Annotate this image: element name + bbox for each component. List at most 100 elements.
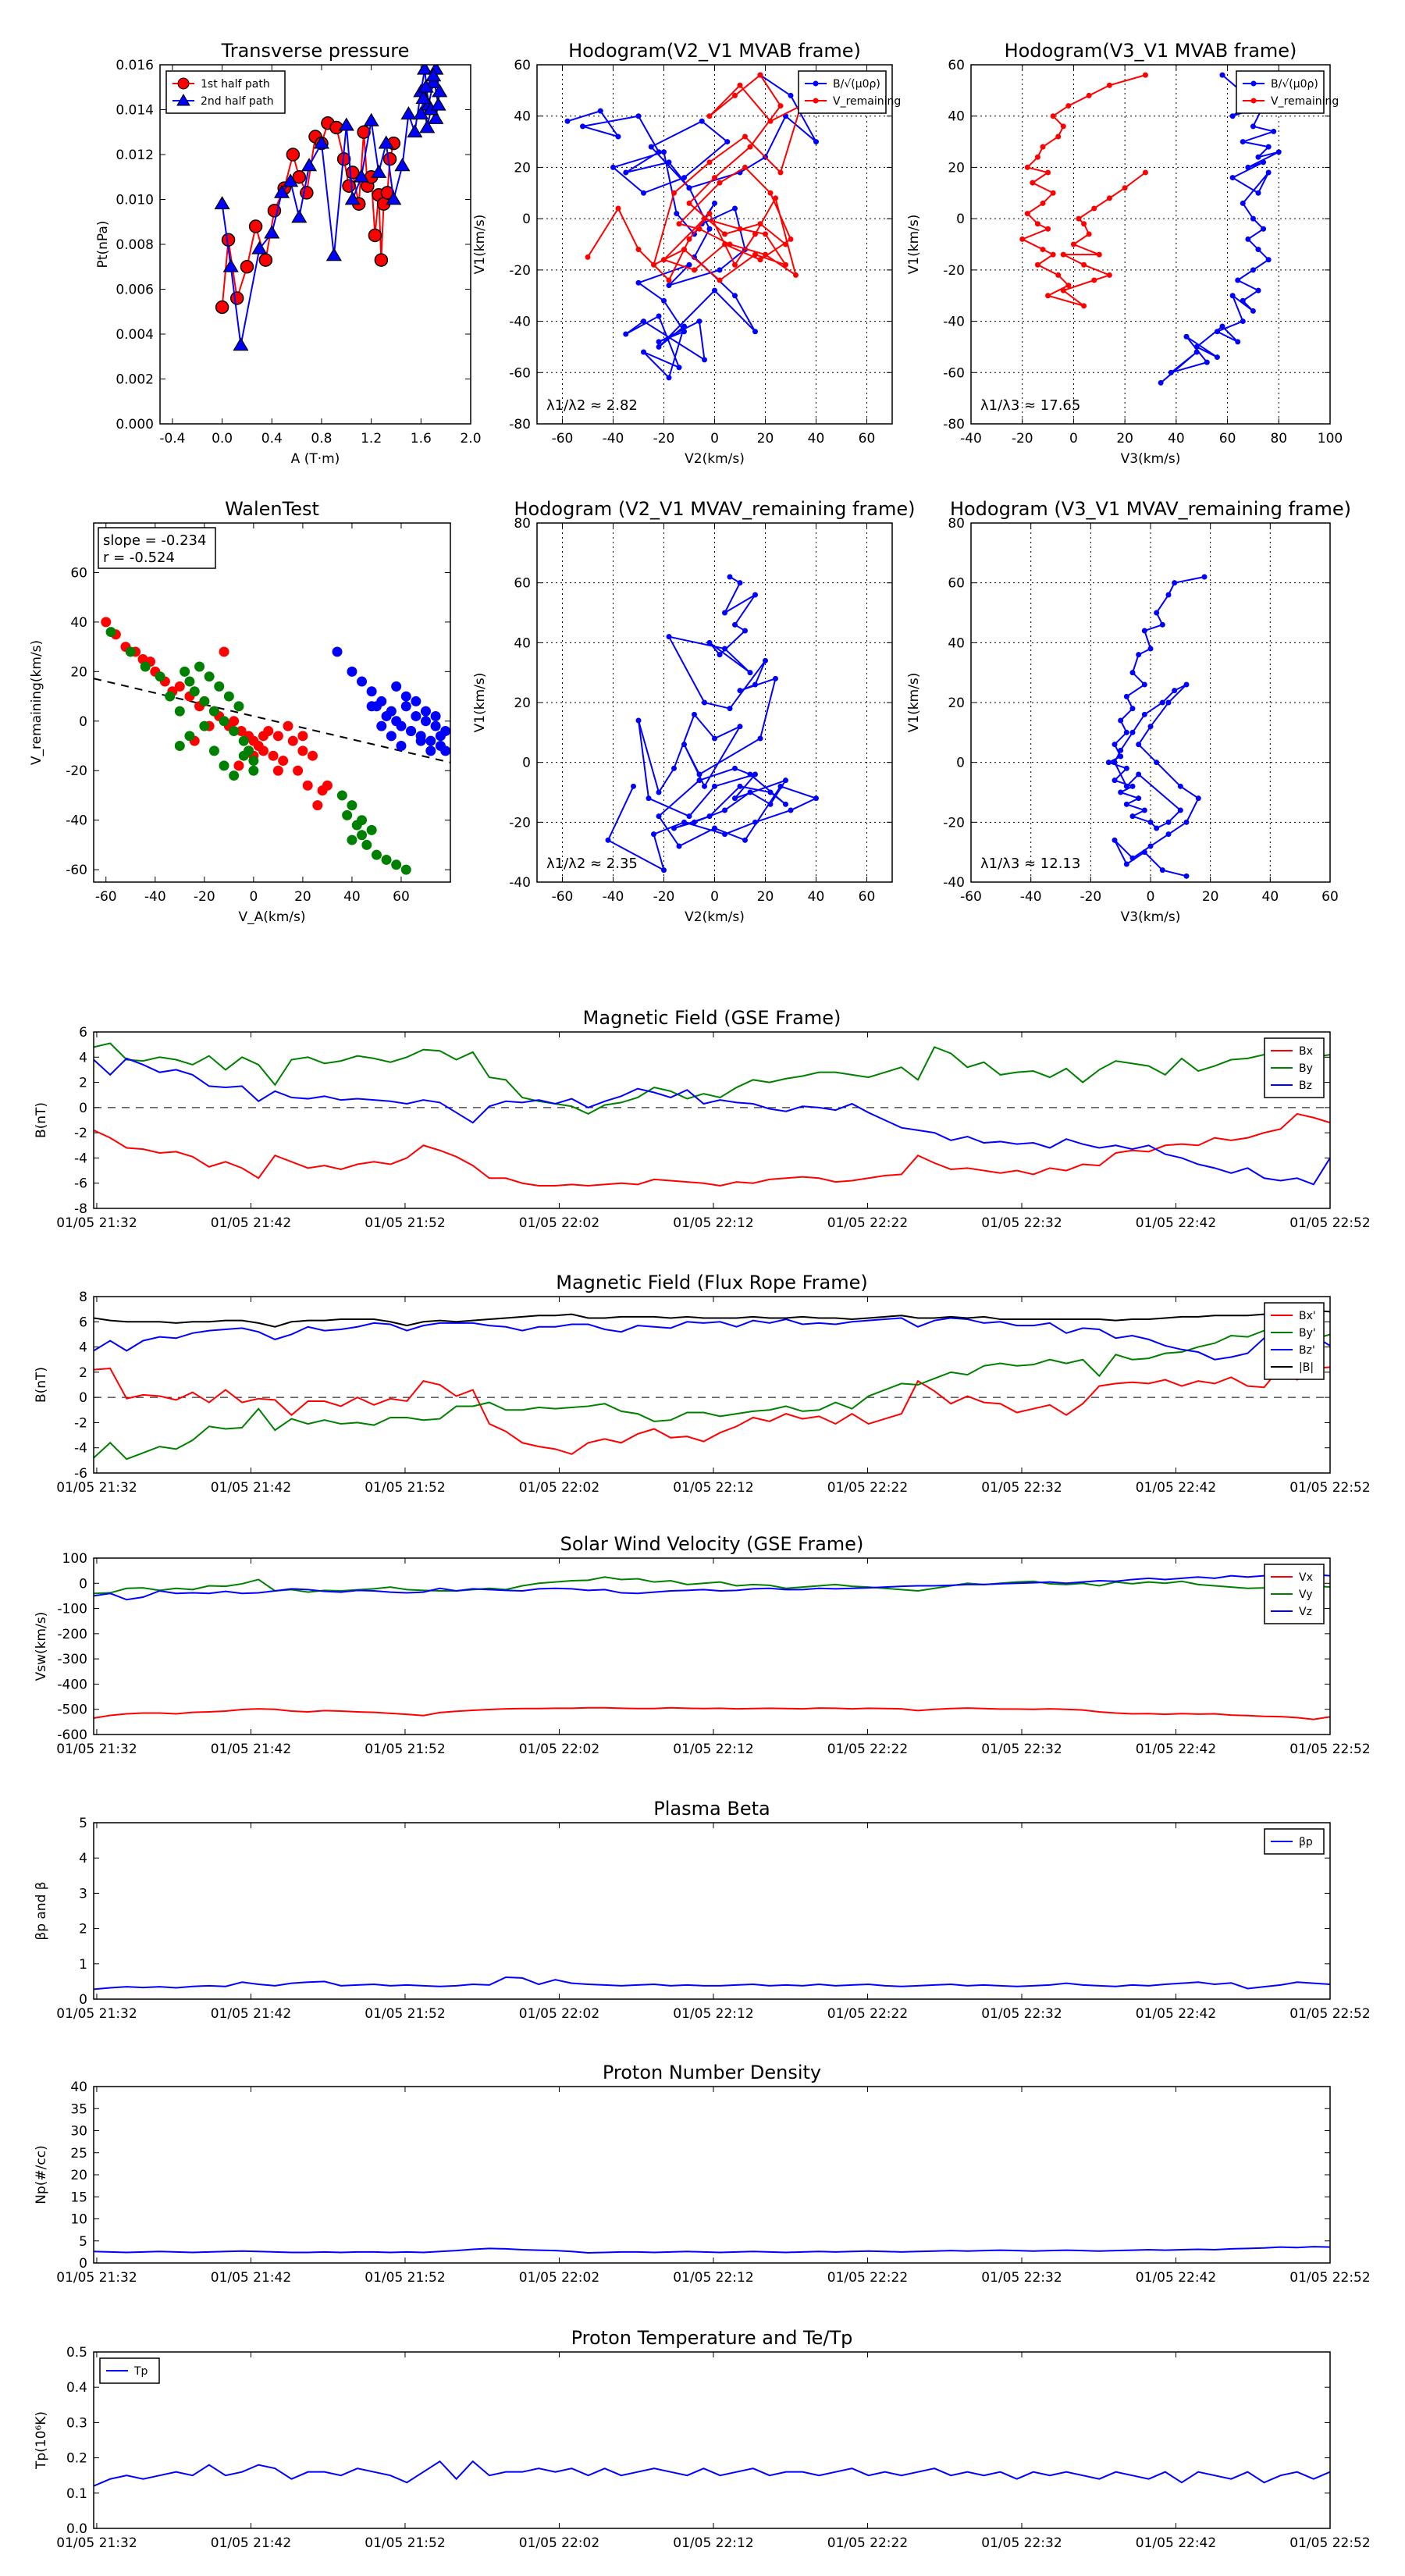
data-point (767, 789, 774, 795)
data-point (1019, 236, 1026, 242)
data-point (1261, 159, 1267, 165)
chart-title: Proton Number Density (603, 2062, 821, 2083)
data-point (727, 241, 733, 247)
plot-frame (93, 522, 451, 883)
data-point (332, 646, 343, 657)
y-tick-label: 80 (948, 516, 965, 532)
x-tick-label: 01/05 21:52 (365, 1742, 445, 1757)
x-tick-label: 01/05 22:12 (673, 2270, 753, 2286)
x-tick-label: 0 (710, 889, 719, 905)
data-point (1129, 783, 1136, 789)
data-point (722, 807, 727, 813)
x-tick-label: 01/05 22:02 (519, 2270, 599, 2286)
data-point (681, 329, 687, 335)
series-βp (94, 1976, 1330, 1991)
data-point (1112, 760, 1118, 766)
data-point (308, 750, 318, 761)
data-point (681, 819, 687, 825)
data-point (418, 79, 434, 93)
data-point (712, 175, 717, 181)
y-tick-label: 5 (79, 2234, 87, 2250)
data-point (686, 262, 692, 268)
x-tick-label: -60 (552, 889, 574, 905)
x-tick-label: 01/05 21:42 (211, 1215, 291, 1231)
data-point (1118, 717, 1124, 724)
data-point (272, 731, 283, 742)
y-tick-label: 20 (948, 696, 965, 711)
y-tick-label: -4 (74, 1441, 87, 1457)
y-tick-label: 0.5 (66, 2345, 87, 2361)
plot-area (1019, 72, 1282, 386)
legend-marker (176, 93, 190, 106)
series-line (221, 122, 395, 308)
x-tick-label: -20 (653, 431, 675, 447)
series-Bz' (94, 1317, 1330, 1361)
data-point (635, 113, 642, 119)
legend: Bx' By' Bz' |B| (1264, 1302, 1325, 1380)
y-tick-label: 0 (956, 212, 965, 227)
x-tick-label: 20 (757, 889, 774, 905)
data-point (666, 634, 672, 640)
y-axis-label: Vsw(km/s) (34, 1612, 49, 1681)
data-point (1229, 175, 1236, 181)
data-point (742, 164, 748, 170)
data-point (1112, 837, 1118, 843)
data-point (1250, 308, 1256, 314)
data-point (1154, 825, 1160, 831)
x-tick-label: 01/05 22:32 (981, 2535, 1062, 2551)
x-tick-label: 01/05 21:32 (56, 2006, 137, 2022)
fit-line (94, 678, 450, 763)
y-axis-label: V1(km/s) (472, 673, 488, 733)
data-point (1235, 277, 1241, 283)
data-point (1240, 200, 1246, 206)
legend: Vx Vy Vz (1264, 1564, 1325, 1624)
data-point (1129, 729, 1136, 735)
data-point (1136, 795, 1142, 802)
x-tick-label: 01/05 22:32 (981, 1215, 1062, 1231)
x-tick-label: 60 (1219, 431, 1236, 447)
y-tick-label: -40 (66, 813, 87, 829)
data-point (793, 272, 799, 278)
chart-title: Solar Wind Velocity (GSE Frame) (560, 1533, 864, 1555)
data-point (585, 254, 591, 260)
data-point (712, 735, 717, 742)
legend-label: Vz (1299, 1606, 1312, 1618)
series-Bx' (94, 1366, 1330, 1455)
data-point (666, 375, 672, 381)
chart-hodo-v3v1-mvav: Hodogram (V3_V1 MVAV_remaining frame) -40… (906, 498, 1351, 925)
data-point (347, 666, 357, 677)
data-point (1055, 133, 1062, 140)
data-point (615, 133, 621, 140)
legend-marker (177, 77, 190, 90)
data-point (400, 864, 411, 875)
data-point (215, 300, 229, 315)
data-point (676, 843, 682, 849)
x-tick-label: 20 (757, 431, 774, 447)
legend-label: Tp (133, 2365, 148, 2378)
y-tick-label: 8 (79, 1290, 87, 1305)
y-tick-label: 0.002 (116, 372, 154, 388)
data-point (357, 815, 368, 826)
x-tick-label: 0.8 (311, 431, 332, 447)
x-tick-label: 20 (1202, 889, 1219, 905)
legend-label: V_remaining (1271, 95, 1339, 108)
data-point (428, 110, 444, 124)
x-tick-label: 01/05 22:42 (1136, 1215, 1216, 1231)
x-tick-label: 01/05 22:02 (519, 1742, 599, 1757)
x-tick-label: 01/05 22:12 (673, 1742, 753, 1757)
data-point (1193, 349, 1200, 355)
data-point (1172, 580, 1178, 586)
annotation: λ1/λ3 ≈ 17.65 (980, 397, 1080, 414)
x-tick-label: -20 (1012, 431, 1033, 447)
series-Vy (94, 1576, 1330, 1595)
data-point (297, 731, 308, 742)
series-line (94, 1366, 1330, 1455)
data-point (420, 716, 431, 727)
series-line (94, 1576, 1330, 1595)
x-axis-label: V2(km/s) (685, 451, 745, 467)
data-point (174, 741, 185, 752)
data-point (344, 191, 361, 205)
x-tick-label: 40 (1168, 431, 1185, 447)
data-point (737, 783, 743, 789)
data-point (671, 825, 677, 831)
